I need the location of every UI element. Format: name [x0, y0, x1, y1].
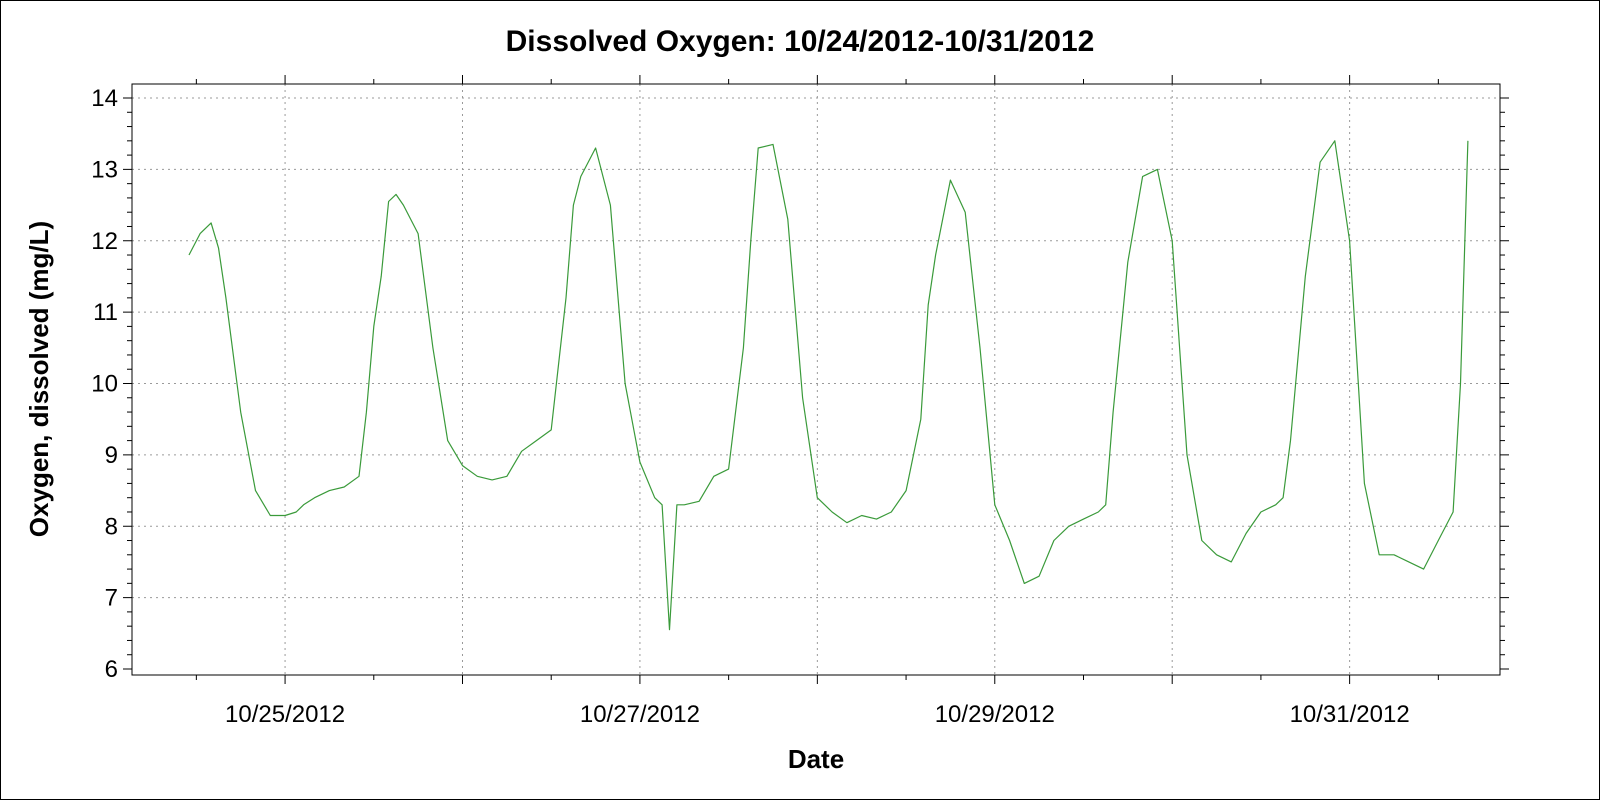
- y-axis-label: Oxygen, dissolved (mg/L): [24, 221, 54, 537]
- plot-area-border: [131, 83, 1501, 676]
- x-axis-label: Date: [788, 744, 844, 774]
- chart-title: Dissolved Oxygen: 10/24/2012-10/31/2012: [506, 25, 1095, 58]
- grid-layer: [132, 84, 1500, 675]
- y-tick-label: 10: [91, 371, 118, 398]
- y-tick-label: 7: [105, 585, 118, 612]
- y-tick-label: 6: [105, 656, 118, 683]
- ticks-layer: [123, 75, 1509, 684]
- x-tick-label: 10/31/2012: [1290, 701, 1410, 728]
- y-tick-label: 12: [91, 228, 118, 255]
- y-tick-label: 14: [91, 85, 118, 112]
- tick-label-layer: 6 7 8 9 10 11 12 13 14 10/25/2012 10/27/2012 10/29/…: [91, 85, 1409, 728]
- x-tick-label: 10/25/2012: [225, 701, 345, 728]
- y-tick-label: 13: [91, 156, 118, 183]
- y-tick-label: 9: [105, 442, 118, 469]
- x-tick-label: 10/29/2012: [935, 701, 1055, 728]
- x-tick-label: 10/27/2012: [580, 701, 700, 728]
- y-tick-label: 11: [93, 299, 118, 326]
- series-line: [188, 140, 1469, 631]
- series-layer: [188, 140, 1469, 631]
- y-tick-label: 8: [105, 513, 118, 540]
